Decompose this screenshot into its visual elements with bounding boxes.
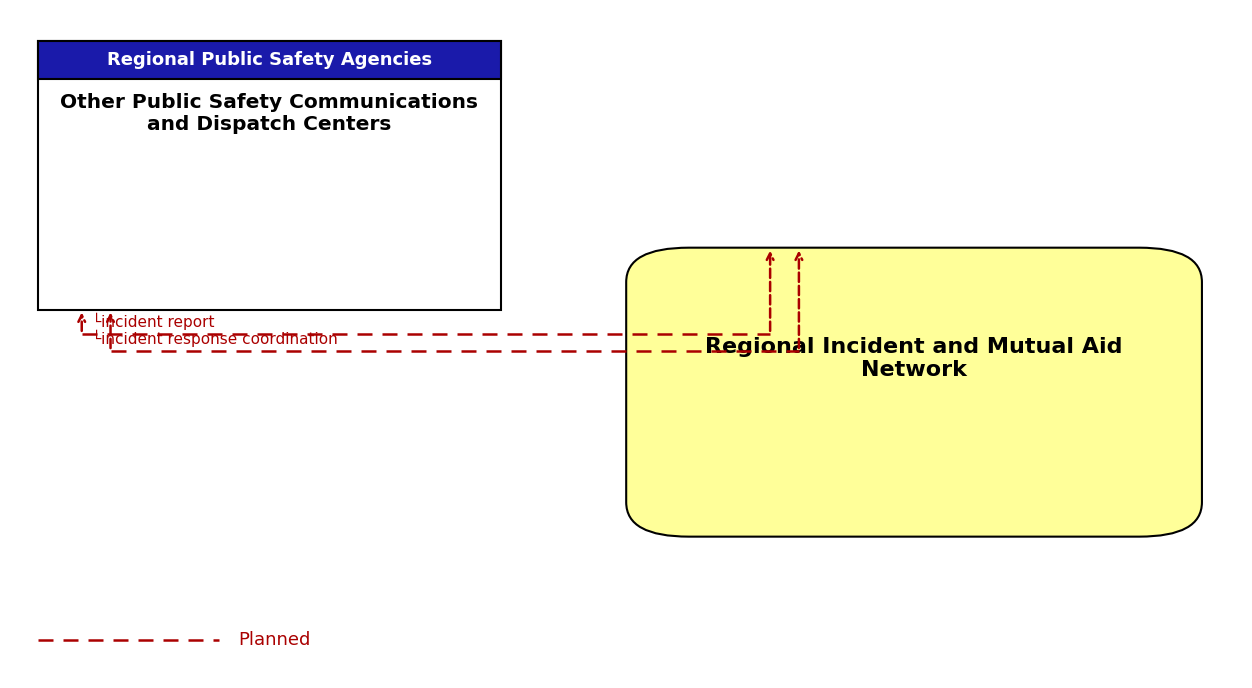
- Text: └incident response coordination: └incident response coordination: [91, 330, 338, 347]
- Text: Regional Public Safety Agencies: Regional Public Safety Agencies: [106, 51, 432, 69]
- FancyBboxPatch shape: [38, 41, 501, 310]
- Text: Other Public Safety Communications
and Dispatch Centers: Other Public Safety Communications and D…: [60, 93, 478, 134]
- Text: Planned: Planned: [238, 631, 310, 649]
- Text: └incident report: └incident report: [91, 312, 214, 330]
- FancyBboxPatch shape: [38, 41, 501, 79]
- FancyBboxPatch shape: [626, 248, 1202, 537]
- Text: Regional Incident and Mutual Aid
Network: Regional Incident and Mutual Aid Network: [705, 337, 1123, 380]
